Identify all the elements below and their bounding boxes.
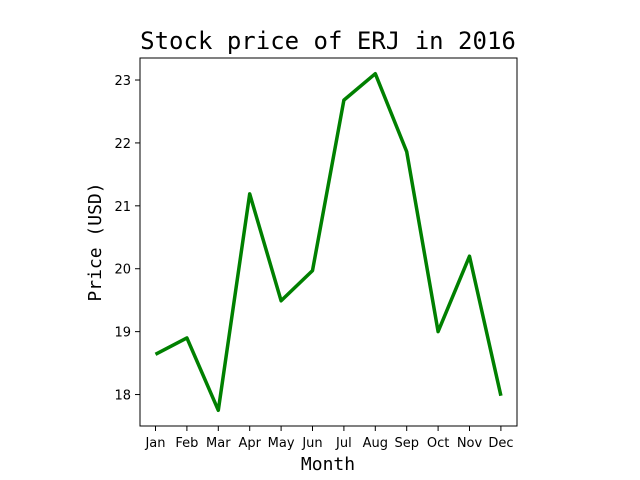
x-axis: Jan Feb Mar Apr May Jun Jul Aug Sep Oct Nov Dec — [144, 426, 513, 451]
plot-area — [139, 57, 518, 427]
x-tick-label: Dec — [488, 436, 513, 451]
x-tick-label: Jul — [335, 436, 352, 451]
series-line — [154, 71, 503, 413]
x-axis-label: Month — [301, 454, 355, 475]
x-tick-label: Jun — [301, 436, 322, 451]
x-tick-label: Aug — [363, 436, 388, 451]
y-tick-label: 21 — [114, 200, 131, 215]
x-tick-label: Nov — [457, 436, 483, 451]
x-tick-label: Jan — [144, 436, 165, 451]
series-group — [154, 71, 503, 413]
x-tick-label: Feb — [175, 436, 198, 451]
y-axis: 18 19 20 21 22 23 — [114, 74, 140, 404]
y-tick-label: 23 — [114, 74, 131, 89]
y-tick-label: 20 — [114, 263, 131, 278]
x-tick-label: Oct — [427, 436, 449, 451]
x-tick-label: Apr — [238, 436, 261, 451]
y-tick-label: 18 — [114, 389, 131, 404]
y-tick-label: 22 — [114, 137, 131, 152]
chart-title: Stock price of ERJ in 2016 — [140, 27, 516, 55]
x-tick-label: May — [268, 436, 295, 451]
y-axis-label: Price (USD) — [85, 182, 106, 301]
x-tick-label: Sep — [394, 436, 419, 451]
y-tick-label: 19 — [114, 326, 131, 341]
x-tick-label: Mar — [206, 436, 231, 451]
